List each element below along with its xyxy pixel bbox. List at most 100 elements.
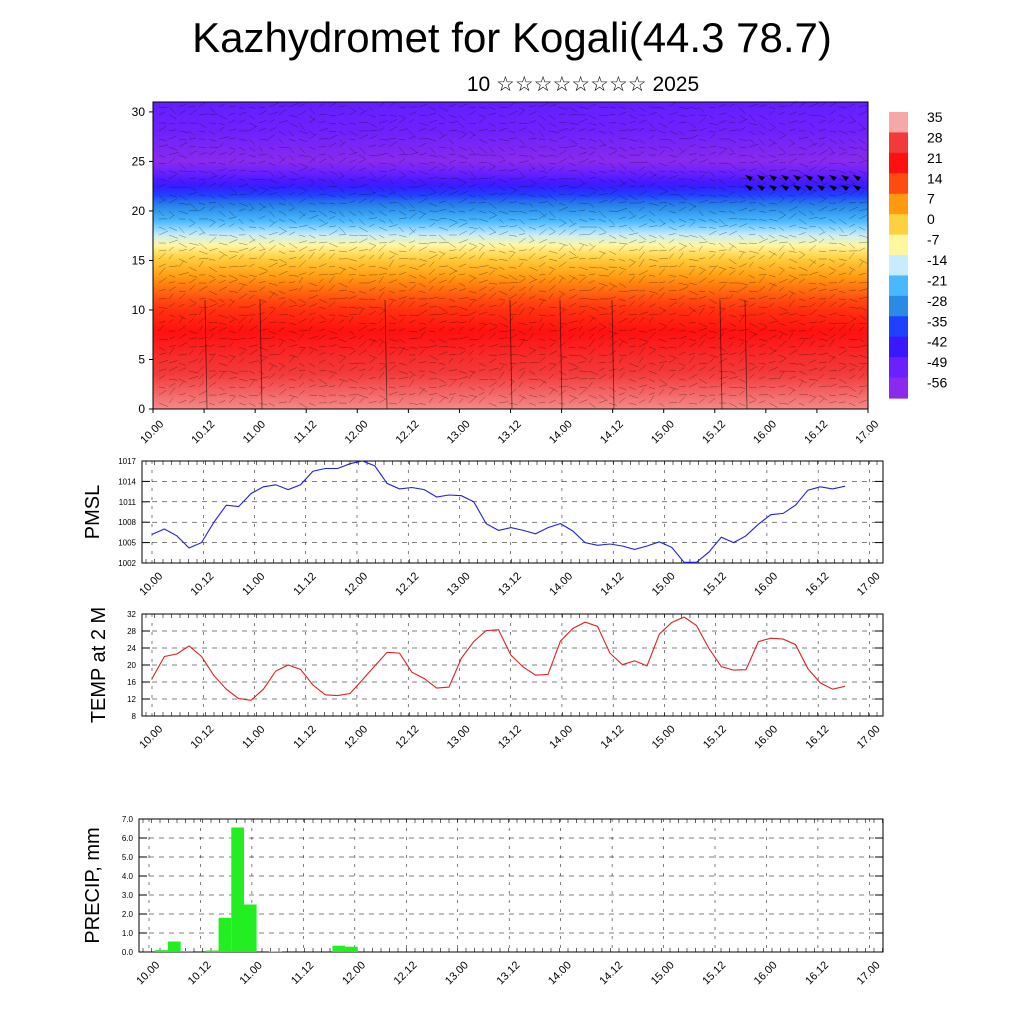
- y-tick-label: 1017: [118, 457, 136, 466]
- x-tick-label: 12.00: [342, 570, 370, 598]
- x-tick-label: 13.12: [496, 418, 524, 446]
- colorbar-swatch: [889, 316, 908, 337]
- colorbar-label: 28: [927, 129, 943, 145]
- x-tick-label: 14.00: [547, 570, 575, 598]
- x-tick-label: 16.12: [803, 959, 831, 987]
- series-line: [152, 617, 845, 700]
- colorbar-swatch: [889, 357, 908, 378]
- x-tick-label: 12.12: [392, 959, 420, 987]
- x-tick-label: 17.00: [855, 959, 883, 987]
- x-tick-label: 14.12: [598, 418, 626, 446]
- x-tick-label: 13.12: [496, 723, 524, 751]
- x-tick-label: 12.00: [343, 418, 371, 446]
- y-tick-label: 20: [132, 204, 146, 218]
- x-tick-label: 15.12: [700, 418, 728, 446]
- colorbar-swatch: [889, 378, 908, 399]
- x-tick-label: 11.12: [292, 419, 319, 446]
- y-tick-label: 6.0: [122, 834, 134, 843]
- x-tick-label: 12.12: [394, 570, 422, 598]
- precip-bar: [231, 828, 244, 953]
- x-tick-label: 10.12: [186, 959, 214, 987]
- x-tick-label: 15.00: [650, 570, 678, 598]
- x-tick-label: 14.00: [547, 418, 575, 446]
- x-tick-label: 15.12: [701, 723, 729, 751]
- x-tick-label: 10.00: [134, 959, 162, 987]
- y-tick-label: 2.0: [122, 910, 134, 919]
- x-tick-label: 11.00: [238, 960, 265, 987]
- y-tick-label: 24: [127, 644, 136, 653]
- y-tick-label: 16: [127, 678, 136, 687]
- y-tick-label: 25: [132, 154, 146, 168]
- colorbar-swatch: [889, 275, 908, 296]
- colorbar-label: -49: [927, 354, 947, 370]
- y-tick-label: 1008: [118, 518, 136, 527]
- y-tick-label: 20: [127, 661, 136, 670]
- x-tick-label: 13.00: [443, 959, 471, 987]
- x-tick-label: 14.00: [547, 723, 575, 751]
- colorbar-label: -35: [927, 313, 947, 329]
- x-tick-label: 14.12: [598, 570, 626, 598]
- chart-subtitle: 10 ☆☆☆☆☆☆☆☆ 2025: [0, 72, 1024, 97]
- x-tick-label: 13.12: [496, 570, 524, 598]
- x-tick-label: 10.00: [138, 418, 166, 446]
- x-tick-label: 14.12: [597, 959, 625, 987]
- x-tick-label: 16.00: [751, 418, 779, 446]
- y-tick-label: 0: [138, 402, 145, 416]
- x-tick-label: 16.12: [802, 418, 830, 446]
- y-tick-label: 5: [138, 352, 145, 366]
- precip-bar: [333, 946, 346, 952]
- x-tick-label: 17.00: [855, 570, 883, 598]
- x-tick-label: 16.00: [752, 723, 780, 751]
- x-tick-label: 17.00: [855, 723, 883, 751]
- colorbar-swatch: [889, 296, 908, 317]
- colorbar-label: -14: [927, 252, 947, 268]
- colorbar-swatch: [889, 337, 908, 358]
- x-tick-label: 16.12: [803, 723, 831, 751]
- colorbar-swatch: [889, 235, 908, 256]
- precip-bar: [168, 942, 181, 953]
- colorbar-label: 7: [927, 191, 935, 207]
- y-tick-label: 5.0: [122, 853, 134, 862]
- y-tick-label: 8: [132, 712, 137, 721]
- precip-bar: [206, 951, 219, 953]
- precip-bar: [345, 947, 358, 952]
- colorbar-label: 14: [927, 170, 943, 186]
- y-tick-label: 12: [127, 695, 136, 704]
- colorbar-swatch: [889, 255, 908, 276]
- y-tick-label: 7.0: [122, 815, 134, 824]
- x-tick-label: 16.12: [803, 570, 831, 598]
- x-tick-label: 13.00: [445, 723, 473, 751]
- colorbar-label: -21: [927, 272, 947, 288]
- colorbar-label: -28: [927, 293, 947, 309]
- x-tick-label: 14.12: [598, 723, 626, 751]
- y-tick-label: 1014: [118, 477, 136, 486]
- y-tick-label: 1005: [118, 539, 136, 548]
- y-tick-label: 15: [132, 253, 146, 267]
- colorbar-label: -7: [927, 232, 940, 248]
- x-tick-label: 11.12: [291, 571, 318, 598]
- colorbar-label: -42: [927, 334, 947, 350]
- x-tick-label: 11.00: [241, 419, 268, 446]
- precip-bar: [219, 918, 232, 952]
- colorbar-label: 0: [927, 211, 935, 227]
- x-tick-label: 16.00: [752, 959, 780, 987]
- colorbar-swatch: [889, 112, 908, 133]
- x-tick-label: 10.00: [137, 723, 165, 751]
- x-tick-label: 10.12: [189, 570, 217, 598]
- series-line: [152, 461, 845, 562]
- x-tick-label: 16.00: [752, 570, 780, 598]
- x-tick-label: 15.00: [650, 723, 678, 751]
- precip-bar: [155, 950, 168, 952]
- x-tick-label: 15.12: [700, 959, 728, 987]
- y-tick-label: 0.0: [122, 948, 134, 957]
- x-tick-label: 10.00: [137, 570, 165, 598]
- y-tick-label: 10: [132, 303, 146, 317]
- x-tick-label: 12.12: [394, 418, 422, 446]
- x-tick-label: 11.12: [291, 724, 318, 751]
- colorbar-swatch: [889, 153, 908, 174]
- x-tick-label: 14.00: [546, 959, 574, 987]
- x-tick-label: 11.00: [240, 724, 267, 751]
- x-tick-label: 12.00: [342, 723, 370, 751]
